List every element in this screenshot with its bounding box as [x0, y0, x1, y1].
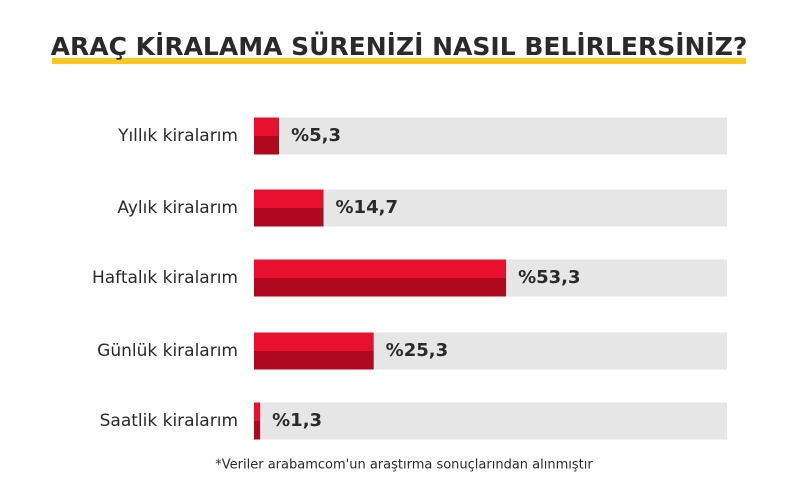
value-label: %53,3: [518, 267, 580, 288]
bar: [254, 189, 324, 208]
bar-track: [254, 189, 727, 227]
bar-shade: [254, 278, 507, 297]
category-label: Yıllık kiralarım: [117, 126, 238, 146]
value-label: %25,3: [386, 340, 448, 361]
category-label: Haftalık kiralarım: [92, 268, 238, 288]
bar-track: [254, 117, 727, 155]
bar-shade: [254, 136, 280, 155]
bar-shade: [254, 208, 324, 227]
value-label: %14,7: [336, 197, 398, 218]
bar: [254, 332, 374, 351]
category-label: Günlük kiralarım: [97, 341, 238, 361]
bar: [254, 117, 280, 136]
bar-shade: [254, 351, 374, 370]
value-label: %5,3: [291, 125, 341, 146]
category-label: Aylık kiralarım: [117, 198, 238, 218]
category-label: Saatlik kiralarım: [100, 411, 238, 431]
bar-shade: [254, 421, 261, 440]
title-underline: [52, 58, 746, 64]
bar-track: [254, 402, 727, 440]
value-label: %1,3: [272, 410, 322, 431]
bar: [254, 402, 261, 421]
chart-title: ARAÇ KİRALAMA SÜRENİZİ NASIL BELİRLERSİN…: [51, 31, 748, 61]
footnote: *Veriler arabamcom'un araştırma sonuçlar…: [215, 458, 593, 473]
bar: [254, 259, 507, 278]
